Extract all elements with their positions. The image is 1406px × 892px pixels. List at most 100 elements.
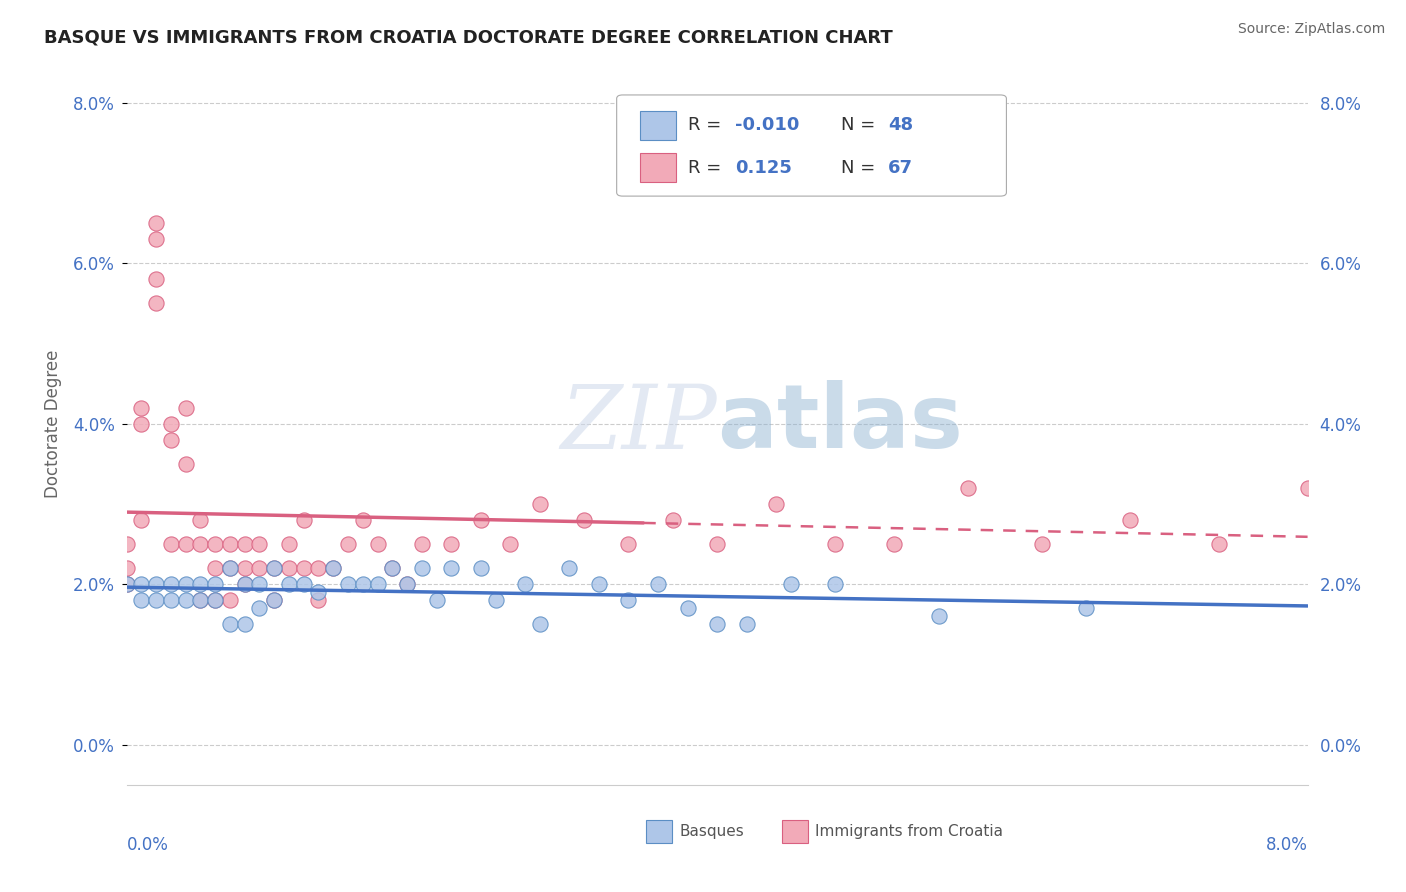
Text: R =: R = (688, 159, 727, 177)
FancyBboxPatch shape (640, 111, 676, 140)
Point (957, 481, 980, 495)
Point (396, 577, 419, 591)
Point (219, 561, 242, 575)
Point (263, 561, 285, 575)
Point (883, 537, 905, 551)
Text: Source: ZipAtlas.com: Source: ZipAtlas.com (1237, 22, 1385, 37)
Point (188, 577, 212, 591)
Point (661, 513, 683, 527)
Text: -0.010: -0.010 (735, 116, 799, 135)
Point (824, 537, 846, 551)
Text: R =: R = (688, 116, 727, 135)
Point (115, 577, 138, 591)
Point (115, 577, 138, 591)
Point (322, 561, 344, 575)
Point (204, 577, 226, 591)
Point (233, 561, 256, 575)
Point (307, 585, 329, 599)
Point (160, 593, 183, 607)
FancyBboxPatch shape (617, 95, 1007, 196)
Point (617, 593, 640, 607)
Point (204, 561, 226, 575)
Point (588, 577, 610, 591)
Y-axis label: Doctorate Degree: Doctorate Degree (44, 350, 62, 498)
Point (129, 577, 153, 591)
Text: atlas: atlas (717, 380, 963, 467)
Point (129, 513, 153, 527)
Point (529, 497, 551, 511)
Point (219, 537, 242, 551)
Point (529, 617, 551, 632)
Point (204, 537, 226, 551)
Point (233, 577, 256, 591)
Point (706, 617, 728, 632)
Point (440, 561, 463, 575)
Point (115, 537, 138, 551)
Point (337, 537, 360, 551)
Point (188, 513, 212, 527)
Point (263, 593, 285, 607)
Point (219, 617, 242, 632)
Text: BASQUE VS IMMIGRANTS FROM CROATIA DOCTORATE DEGREE CORRELATION CHART: BASQUE VS IMMIGRANTS FROM CROATIA DOCTOR… (44, 29, 893, 47)
Point (574, 513, 596, 527)
Point (219, 561, 242, 575)
Text: 8.0%: 8.0% (1265, 836, 1308, 854)
Point (145, 216, 167, 230)
Point (515, 577, 537, 591)
Text: ZIP: ZIP (561, 380, 717, 467)
Point (381, 561, 404, 575)
Text: 48: 48 (889, 116, 914, 135)
Text: Immigrants from Croatia: Immigrants from Croatia (815, 823, 1002, 838)
Point (558, 561, 581, 575)
Point (367, 577, 389, 591)
FancyBboxPatch shape (782, 820, 808, 843)
Point (249, 601, 271, 615)
Point (1031, 537, 1053, 551)
Point (115, 561, 138, 575)
Point (160, 433, 183, 447)
Point (129, 593, 153, 607)
Point (337, 577, 360, 591)
Point (1208, 537, 1230, 551)
Point (676, 601, 699, 615)
Point (426, 593, 449, 607)
Point (322, 561, 344, 575)
Point (278, 577, 301, 591)
Point (174, 457, 197, 471)
Text: Basques: Basques (679, 823, 744, 838)
Point (499, 537, 522, 551)
Point (204, 593, 226, 607)
Point (263, 561, 285, 575)
Point (233, 537, 256, 551)
Point (249, 537, 271, 551)
Point (145, 272, 167, 286)
Point (706, 537, 728, 551)
Point (352, 513, 374, 527)
Point (174, 593, 197, 607)
Point (440, 537, 463, 551)
Point (307, 593, 329, 607)
Point (292, 513, 315, 527)
Text: 67: 67 (889, 159, 914, 177)
Text: 0.0%: 0.0% (127, 836, 169, 854)
Point (779, 577, 801, 591)
FancyBboxPatch shape (640, 153, 676, 182)
Point (145, 593, 167, 607)
Text: N =: N = (841, 116, 882, 135)
Point (396, 577, 419, 591)
Point (145, 577, 167, 591)
Point (188, 537, 212, 551)
Point (824, 577, 846, 591)
Point (292, 561, 315, 575)
Point (129, 401, 153, 415)
Point (367, 537, 389, 551)
Point (928, 609, 950, 624)
Point (352, 577, 374, 591)
Point (1076, 601, 1098, 615)
Point (381, 561, 404, 575)
Point (765, 497, 787, 511)
Point (411, 561, 433, 575)
Point (292, 577, 315, 591)
Point (145, 232, 167, 246)
Point (647, 577, 669, 591)
